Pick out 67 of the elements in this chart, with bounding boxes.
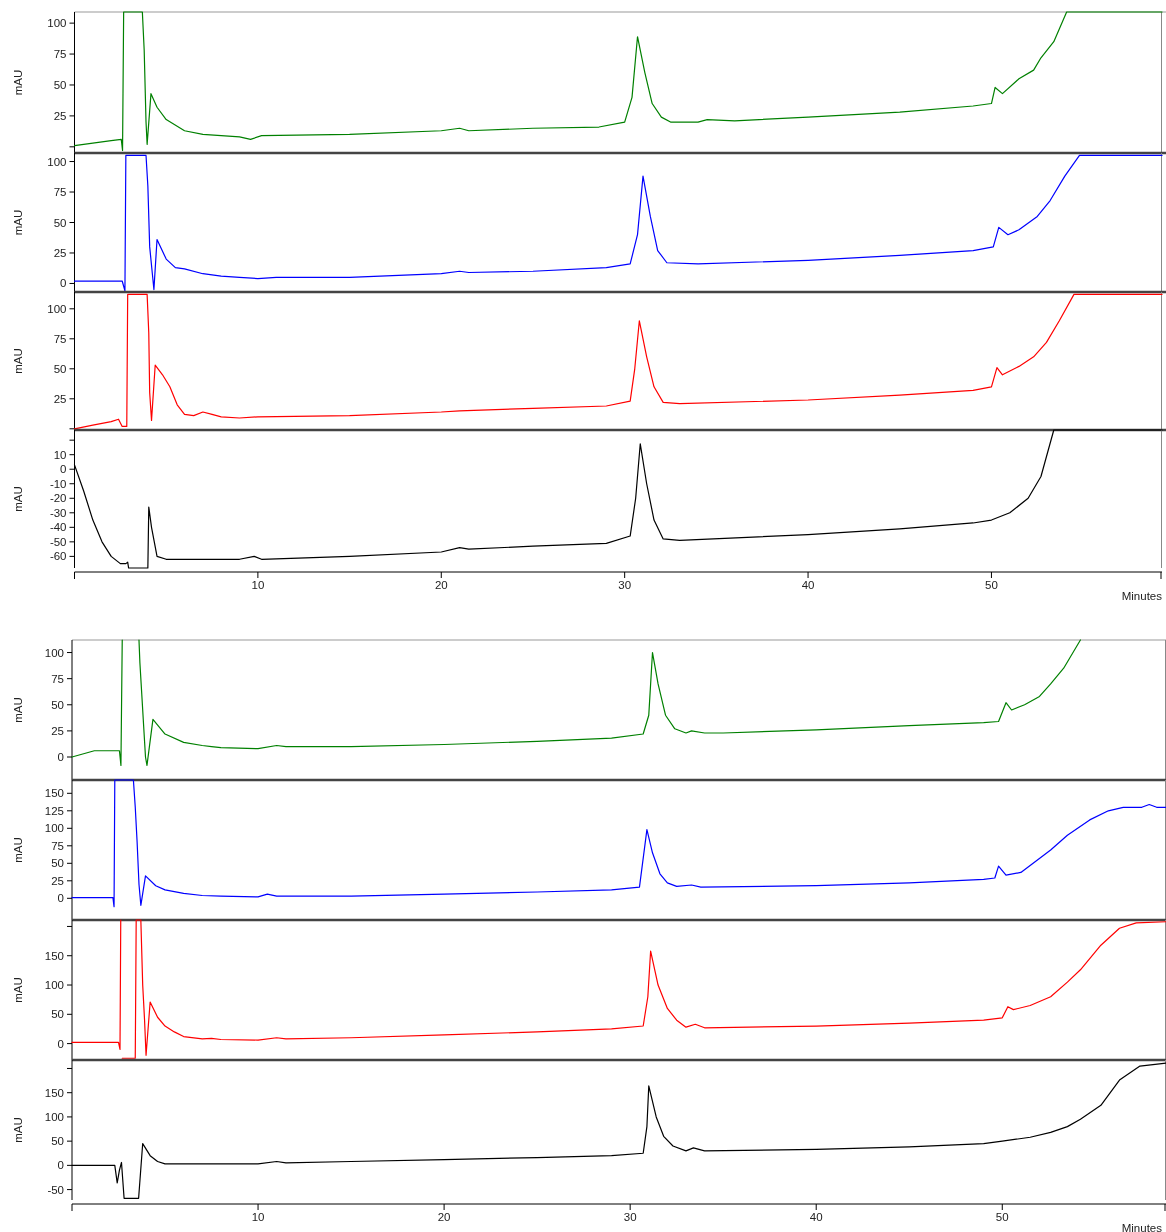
y-tick-label: 50 <box>51 1008 64 1021</box>
x-tick-label: 30 <box>623 1211 637 1223</box>
y-tick-label: 75 <box>53 186 67 199</box>
y-tick-label: 100 <box>44 1110 64 1123</box>
y-axis-title: mAU <box>12 486 24 512</box>
y-tick-label: 75 <box>51 672 64 685</box>
y-tick-label: 25 <box>53 392 67 405</box>
y-axis-title: mAU <box>12 697 24 723</box>
x-tick-label: 50 <box>995 1211 1009 1223</box>
y-tick-label: 50 <box>53 79 67 91</box>
y-axis-title: mAU <box>12 977 24 1003</box>
line-series <box>71 779 1166 908</box>
y-tick-label: 100 <box>47 302 67 315</box>
y-tick-label: -50 <box>47 1183 64 1196</box>
y-tick-label: 0 <box>57 892 64 905</box>
y-tick-label: 150 <box>44 787 64 800</box>
y-tick-label: 100 <box>44 822 64 835</box>
y-tick-label: 0 <box>60 277 67 290</box>
y-tick-label: 25 <box>53 109 67 122</box>
y-tick-label: 75 <box>51 839 64 852</box>
y-tick-label: -20 <box>49 492 67 505</box>
y-tick-label: 10 <box>53 448 67 461</box>
line-series <box>73 293 1163 430</box>
y-tick-label: 100 <box>44 646 64 659</box>
y-tick-label: 50 <box>53 216 67 229</box>
y-tick-label: 25 <box>51 724 64 737</box>
y-tick-label: 125 <box>44 804 64 817</box>
y-tick-label: -10 <box>49 477 67 490</box>
x-tick-label: 40 <box>801 579 815 591</box>
x-tick-label: 20 <box>434 579 448 591</box>
y-tick-label: 0 <box>60 463 67 476</box>
line-series <box>73 429 1163 569</box>
y-tick-label: 25 <box>51 874 64 887</box>
x-tick-label: 10 <box>251 1211 265 1223</box>
y-tick-label: 100 <box>47 155 67 168</box>
y-tick-label: 50 <box>51 857 64 870</box>
y-axis-title: mAU <box>12 69 24 96</box>
x-tick-label: 20 <box>437 1211 451 1223</box>
x-tick-label: 40 <box>809 1211 823 1223</box>
y-tick-label: 25 <box>53 247 67 260</box>
y-tick-label: 0 <box>57 1037 64 1050</box>
y-axis-title: mAU <box>12 209 24 236</box>
y-tick-label: -60 <box>49 550 67 563</box>
y-tick-label: 0 <box>57 751 64 764</box>
y-axis-title: mAU <box>12 348 24 374</box>
y-tick-label: 100 <box>47 17 67 30</box>
y-tick-label: 50 <box>51 1135 64 1148</box>
y-tick-label: 50 <box>51 698 64 711</box>
y-tick-label: 100 <box>44 979 64 992</box>
y-tick-label: 150 <box>44 1086 64 1099</box>
x-axis-title: Minutes <box>1121 1222 1163 1232</box>
y-axis-title: mAU <box>12 1117 24 1143</box>
x-tick-label: 30 <box>618 579 632 591</box>
y-tick-label: -30 <box>49 506 67 519</box>
line-series <box>73 154 1163 292</box>
y-tick-label: 50 <box>53 362 67 375</box>
x-tick-label: 50 <box>985 579 998 591</box>
x-tick-label: 10 <box>251 579 265 591</box>
y-tick-label: -40 <box>49 521 67 534</box>
y-tick-label: 0 <box>57 1159 64 1172</box>
y-tick-label: -50 <box>49 535 67 548</box>
y-tick-label: 75 <box>53 332 67 345</box>
y-axis-title: mAU <box>12 837 24 863</box>
x-axis-title: Minutes <box>1121 590 1163 602</box>
y-tick-label: 75 <box>53 48 67 61</box>
line-series <box>73 11 1163 152</box>
y-tick-label: 150 <box>44 949 64 962</box>
